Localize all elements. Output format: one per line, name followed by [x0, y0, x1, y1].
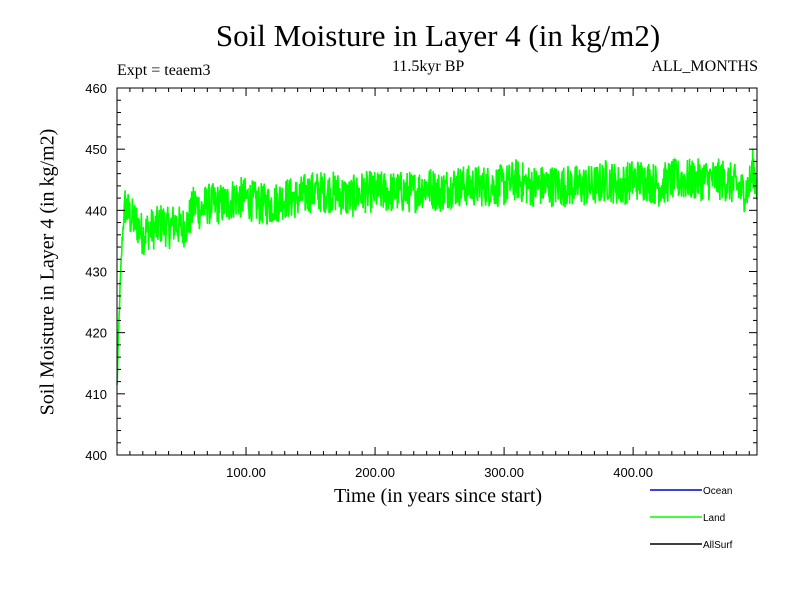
y-tick-label: 410 — [85, 387, 107, 402]
x-tick-label: 200.00 — [355, 465, 395, 480]
y-tick-label: 430 — [85, 265, 107, 280]
period-subtitle: 11.5kyr BP — [392, 58, 465, 75]
y-tick-label: 420 — [85, 326, 107, 341]
legend-label-allsurf: AllSurf — [703, 540, 733, 551]
y-tick-label: 450 — [85, 142, 107, 157]
legend: Ocean Land AllSurf — [650, 486, 733, 551]
legend-label-land: Land — [703, 513, 725, 524]
y-tick-label: 460 — [85, 81, 107, 96]
axis-ticks: 400 410 420 430 440 450 460 100.00 200.00 300.00 4… — [85, 81, 757, 480]
experiment-label: Expt = teaem3 — [117, 62, 211, 79]
chart-title: Soil Moisture in Layer 4 (in kg/m2) — [215, 18, 661, 53]
series-layer — [116, 148, 758, 385]
plot-frame — [116, 87, 758, 456]
x-tick-label: 100.00 — [226, 465, 266, 480]
x-tick-label: 400.00 — [613, 465, 653, 480]
months-label: ALL_MONTHS — [651, 58, 758, 75]
y-tick-label: 440 — [85, 203, 107, 218]
y-tick-label: 400 — [85, 448, 107, 463]
x-tick-label: 300.00 — [484, 465, 524, 480]
series-line-land — [116, 148, 758, 385]
x-axis-label: Time (in years since start) — [333, 485, 543, 507]
legend-label-ocean: Ocean — [703, 486, 732, 497]
